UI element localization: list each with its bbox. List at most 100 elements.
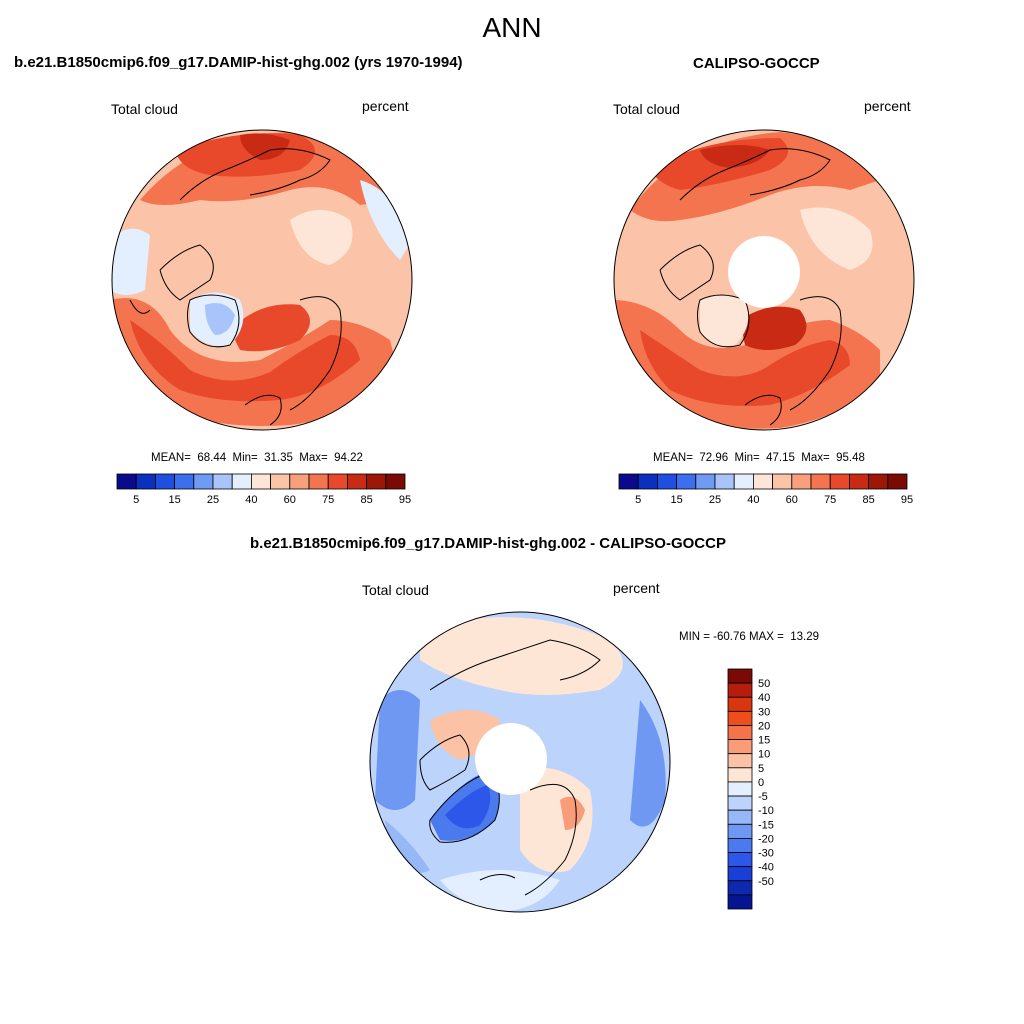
- panel3-colorbar-box: [727, 852, 753, 868]
- panel1-colorbar-tick-label: 5: [133, 494, 139, 506]
- panel1-boundary: [111, 129, 413, 431]
- panel3-colorbar-box: [727, 767, 753, 783]
- panel3-colorbar-tick-label: 20: [758, 720, 770, 732]
- panel1-title: b.e21.B1850cmip6.f09_g17.DAMIP-hist-ghg.…: [14, 54, 463, 71]
- panel3-title: b.e21.B1850cmip6.f09_g17.DAMIP-hist-ghg.…: [250, 535, 726, 552]
- panel3-colorbar-box: [727, 682, 753, 698]
- panel1-colorbar-tick-label: 85: [360, 494, 372, 506]
- panel2-colorbar-tick-label: 5: [635, 494, 641, 506]
- panel2-colorbar-box: [618, 473, 639, 490]
- panel2-colorbar-box: [772, 473, 793, 490]
- panel1-coastlines: [129, 148, 342, 426]
- panel3-colorbar-tick-label: 30: [758, 706, 770, 718]
- panel1-colorbar-box: [308, 473, 329, 490]
- panel3-colorbar-tick-label: 40: [758, 692, 770, 704]
- panel3-colorbar-box: [727, 795, 753, 811]
- panel3-colorbar-tick-label: 15: [758, 735, 770, 747]
- panel1-colorbar-box: [212, 473, 233, 490]
- panel1-colorbar-box: [174, 473, 195, 490]
- panel3-colorbar-tick-label: 50: [758, 678, 770, 690]
- panel1-stats: MEAN= 68.44 Min= 31.35 Max= 94.22: [151, 452, 363, 464]
- panel2-variable: Total cloud: [613, 101, 680, 117]
- panel2-colorbar: 5 15 25 40 60 75 85 95: [618, 473, 913, 506]
- panel2-colorbar-tick-label: 75: [824, 494, 836, 506]
- panel2-colorbar-box: [714, 473, 735, 490]
- panel3-colorbar-box: [727, 668, 753, 684]
- panel3-colorbar-tick-label: -30: [758, 848, 774, 860]
- panel2-colorbar-box: [849, 473, 870, 490]
- panel2-colorbar-tick-label: 95: [901, 494, 913, 506]
- panel3-colorbar-box: [727, 739, 753, 755]
- panel2-polar-hole: [728, 236, 800, 308]
- panel1-colorbar-box: [250, 473, 271, 490]
- panel3-colorbar-box: [727, 823, 753, 839]
- panel2-units: percent: [864, 98, 911, 114]
- panel2-coastlines: [659, 148, 842, 426]
- panel1-colorbar-tick-label: 40: [245, 494, 257, 506]
- panel2-colorbar-tick-label: 25: [709, 494, 721, 506]
- panel2-colorbar-box: [791, 473, 812, 490]
- panel3-colorbar-box: [727, 710, 753, 726]
- panel1-colorbar-box: [193, 473, 214, 490]
- panel2-title: CALIPSO-GOCCP: [693, 55, 820, 72]
- panel3-colorbar-box: [727, 838, 753, 853]
- panel2-stats: MEAN= 72.96 Min= 47.15 Max= 95.48: [653, 452, 865, 464]
- panel3-colorbar-tick-label: -10: [758, 805, 774, 817]
- panel2-colorbar-tick-label: 15: [670, 494, 682, 506]
- panel1-colorbar-box: [346, 473, 367, 490]
- main-title: ANN: [482, 12, 542, 43]
- panel3-colorbar-tick-label: -15: [758, 819, 774, 831]
- panel2-colorbar-tick-label: 60: [786, 494, 798, 506]
- panel3-boundary: [369, 611, 671, 913]
- panel2-colorbar-box: [637, 473, 658, 490]
- panel1-colorbar-box: [116, 473, 137, 490]
- panel2-colorbar-box: [887, 473, 908, 490]
- panel3-units: percent: [613, 580, 660, 596]
- panel1-colorbar-tick-label: 25: [207, 494, 219, 506]
- panel3-colorbar-tick-label: 0: [758, 777, 764, 789]
- panel3-colorbar-tick-label: 5: [758, 763, 764, 775]
- panel3-variable: Total cloud: [362, 582, 429, 598]
- panel1-colorbar-tick-label: 75: [322, 494, 334, 506]
- panel1-colorbar-box: [135, 473, 156, 490]
- panel2-colorbar-box: [695, 473, 716, 490]
- panel3-colorbar-box: [727, 725, 753, 740]
- panel2-colorbar-box: [657, 473, 678, 490]
- panel1-colorbar-box: [289, 473, 310, 490]
- panel1-colorbar-box: [231, 473, 252, 490]
- panel1-colorbar-box: [366, 473, 387, 490]
- panel3-colorbar-box: [727, 880, 753, 896]
- panel2-colorbar-box: [753, 473, 774, 490]
- panel1-colorbar-box: [385, 473, 406, 490]
- panel2-colorbar-box: [676, 473, 697, 490]
- panel3-colorbar-box: [727, 894, 753, 910]
- panel3-polar-hole: [475, 723, 547, 795]
- panel1-colorbar-box: [270, 473, 291, 490]
- panel3-colorbar-box: [727, 866, 753, 882]
- panel3-colorbar-box: [727, 753, 753, 769]
- panel2-colorbar-box: [829, 473, 850, 490]
- panel3-colorbar-tick-label: 10: [758, 749, 770, 761]
- panel2-colorbar-box: [733, 473, 754, 490]
- panel1-variable: Total cloud: [111, 101, 178, 117]
- panel1-colorbar-tick-label: 15: [168, 494, 180, 506]
- panel1-colorbar: 5 15 25 40 60 75 85 95: [116, 473, 411, 506]
- panel3-coastlines: [419, 639, 601, 896]
- panel1-map: [112, 130, 412, 430]
- panel2-colorbar-box: [810, 473, 831, 490]
- panel1-units: percent: [362, 98, 409, 114]
- panel1-colorbar-box: [327, 473, 348, 490]
- panel3-colorbar-tick-label: -40: [758, 862, 774, 874]
- panel1-colorbar-tick-label: 60: [284, 494, 296, 506]
- panel3-colorbar-tick-label: -5: [758, 791, 768, 803]
- panel3-stats: MIN = -60.76 MAX = 13.29: [679, 631, 819, 643]
- panel1-colorbar-tick-label: 95: [399, 494, 411, 506]
- panel3-colorbar-tick-label: -20: [758, 833, 774, 845]
- panel2-colorbar-tick-label: 40: [747, 494, 759, 506]
- panel2-boundary: [613, 129, 915, 431]
- panel2-colorbar-tick-label: 85: [862, 494, 874, 506]
- panel3-colorbar-box: [727, 781, 753, 797]
- panel1-colorbar-box: [154, 473, 175, 490]
- panel2-colorbar-box: [868, 473, 889, 490]
